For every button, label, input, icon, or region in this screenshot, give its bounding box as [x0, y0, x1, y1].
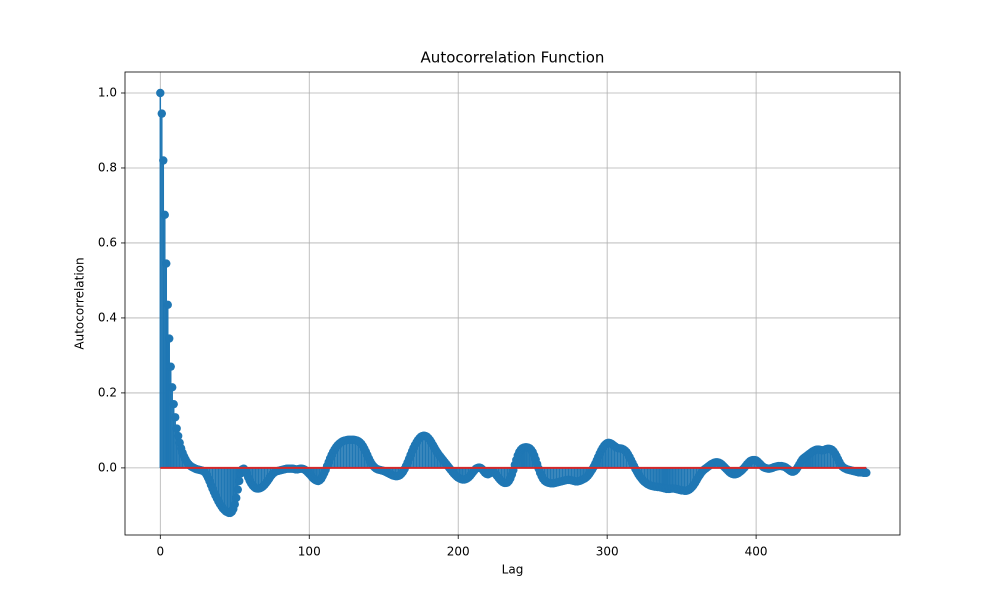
stem-marker [862, 468, 871, 477]
plot-frame [124, 71, 901, 536]
stem-marker [170, 413, 180, 422]
stem-marker [156, 88, 165, 98]
x-tick-label: 100 [298, 545, 321, 559]
x-tick-label: 400 [745, 545, 768, 559]
stem-marker [159, 156, 168, 165]
stem-marker [166, 362, 175, 371]
y-tick-label: 0.2 [98, 385, 117, 399]
x-tick-label: 200 [447, 545, 470, 559]
x-axis-label: Lag [502, 563, 524, 577]
y-tick-label: 0.8 [98, 160, 117, 174]
x-tick-label: 300 [596, 545, 619, 559]
stem-marker [162, 259, 171, 268]
y-tick-label: 0.0 [98, 460, 117, 474]
stem-marker [165, 334, 174, 343]
stems [156, 88, 871, 518]
x-tick-label: 0 [156, 545, 164, 559]
stem-marker [173, 431, 183, 441]
stem-marker [233, 485, 242, 494]
y-tick-label: 0.6 [98, 235, 117, 249]
chart-title: Autocorrelation Function [421, 49, 605, 67]
y-tick-label: 0.4 [98, 310, 117, 324]
stem-marker [235, 476, 244, 486]
stem-marker [232, 493, 241, 503]
stem-marker [160, 210, 169, 220]
y-tick-label: 1.0 [98, 85, 117, 99]
stem-marker [163, 300, 172, 310]
stem-marker [169, 399, 178, 409]
stem-marker [157, 109, 166, 118]
stem-marker [230, 500, 239, 509]
stem-marker [172, 424, 181, 433]
y-axis-label: Autocorrelation [73, 257, 87, 349]
stem-marker [168, 383, 177, 392]
